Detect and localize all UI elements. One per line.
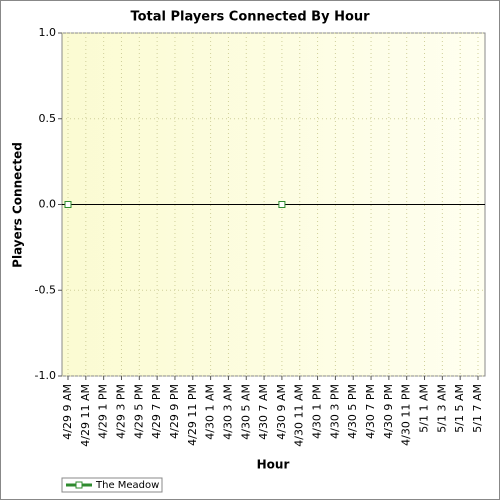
y-tick-label: 1.0 — [39, 26, 57, 39]
y-tick-label: 0.0 — [39, 198, 57, 211]
x-tick-label: 4/30 5 AM — [239, 384, 252, 440]
x-tick-label: 4/29 7 PM — [150, 384, 163, 439]
point-marker — [278, 201, 286, 208]
x-tick-label: 4/29 11 AM — [79, 384, 92, 447]
y-tick-label: 0.5 — [39, 112, 57, 125]
x-tick-label: 5/1 5 AM — [453, 384, 466, 433]
x-tick-label: 4/30 1 AM — [204, 384, 217, 440]
x-tick-label: 4/29 5 PM — [132, 384, 145, 439]
legend-label: The Meadow — [95, 480, 159, 491]
x-tick-label: 4/30 3 AM — [221, 384, 234, 440]
x-tick-label: 5/1 3 AM — [435, 384, 448, 433]
chart-title: Total Players Connected By Hour — [130, 10, 370, 25]
x-tick-label: 5/1 1 AM — [418, 384, 431, 433]
x-tick-label: 4/30 7 AM — [257, 384, 270, 440]
legend — [61, 477, 163, 493]
x-tick-label: 4/29 1 PM — [97, 384, 110, 439]
y-axis-label: Players Connected — [11, 142, 25, 268]
x-tick-label: 4/30 9 PM — [382, 384, 395, 439]
x-tick-label: 4/30 5 PM — [346, 384, 359, 439]
x-tick-label: 5/1 7 AM — [471, 384, 484, 433]
x-tick-label: 4/30 1 PM — [311, 384, 324, 439]
point-marker — [64, 201, 72, 208]
x-tick-label: 4/29 9 PM — [168, 384, 181, 439]
x-tick-label: 4/29 3 PM — [114, 384, 127, 439]
x-tick-label: 4/29 11 PM — [186, 384, 199, 446]
x-tick-label: 4/30 7 PM — [364, 384, 377, 439]
x-tick-label: 4/30 3 PM — [328, 384, 341, 439]
x-tick-label: 4/30 9 AM — [275, 384, 288, 440]
y-tick-label: -1.0 — [35, 369, 56, 382]
x-axis-label: Hour — [257, 458, 290, 472]
legend-marker — [75, 481, 83, 489]
y-tick-label: -0.5 — [35, 283, 56, 296]
x-tick-label: 4/30 11 AM — [293, 384, 306, 447]
x-tick-label: 4/29 9 AM — [61, 384, 74, 440]
x-tick-label: 4/30 11 PM — [400, 384, 413, 446]
